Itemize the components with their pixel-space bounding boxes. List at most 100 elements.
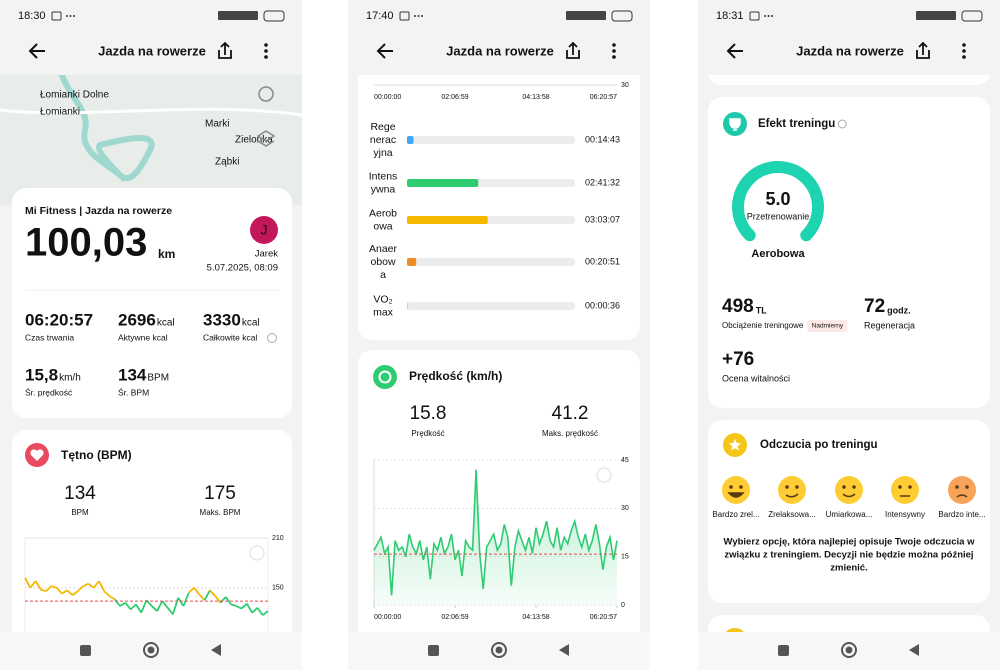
max-label: Maks. BPM	[200, 508, 241, 517]
menu-dot[interactable]	[264, 43, 268, 47]
zone-time: 00:00:36	[585, 300, 620, 310]
layers-button[interactable]	[256, 130, 276, 147]
info-icon[interactable]	[267, 333, 277, 343]
heart-segment	[172, 597, 180, 615]
nav-recent[interactable]	[80, 645, 91, 656]
effect-card	[708, 97, 990, 408]
effect-kind: Aerobowa	[751, 248, 805, 260]
heart-segment	[98, 580, 106, 592]
emoji-face[interactable]	[948, 476, 976, 504]
menu-dot[interactable]	[962, 43, 966, 47]
distance: 100,03	[25, 221, 147, 265]
feeling-option: Zrelaksowa...	[768, 510, 816, 519]
status-dot	[417, 15, 420, 17]
stat-value: 06:20:57	[25, 310, 93, 329]
zone-name: nerac	[370, 134, 396, 146]
heart-segment	[82, 582, 89, 587]
expand-button[interactable]	[596, 467, 612, 483]
avg-value: 15.8	[410, 403, 447, 424]
speed-line	[373, 469, 618, 596]
emoji-face[interactable]	[722, 476, 750, 504]
nav-recent[interactable]	[428, 645, 439, 656]
back-button[interactable]	[726, 43, 743, 59]
heart-segment	[61, 589, 68, 595]
share-button[interactable]	[218, 41, 232, 59]
back-button[interactable]	[376, 43, 393, 59]
vitality-value: +76	[722, 349, 754, 370]
nav-back[interactable]	[559, 644, 569, 656]
back-button[interactable]	[28, 43, 45, 59]
share-button[interactable]	[916, 41, 930, 59]
status-icon	[51, 11, 62, 21]
heart-segment	[188, 587, 195, 594]
recovery-unit: godz.	[887, 305, 911, 315]
nav-home[interactable]	[491, 642, 507, 658]
emoji-eye	[955, 485, 959, 489]
emoji-mouth	[842, 493, 856, 498]
zone-bar	[407, 258, 417, 266]
emoji-eye	[739, 485, 743, 489]
menu-dot[interactable]	[962, 55, 966, 59]
nav-home[interactable]	[841, 642, 857, 658]
heart-segment	[40, 588, 47, 592]
emoji-eye	[785, 485, 789, 489]
x-tick-label: 00:00:00	[374, 94, 401, 101]
heart-segment	[182, 592, 190, 607]
stat-value: 15,8	[25, 365, 58, 384]
menu-dot[interactable]	[612, 49, 616, 53]
zone-track	[407, 136, 575, 144]
heart-segment	[203, 589, 211, 601]
header-title: Jazda na rowerze	[98, 43, 206, 58]
status-dot	[767, 15, 770, 17]
heart-segment	[45, 585, 53, 592]
menu-dot[interactable]	[264, 49, 268, 53]
nav-back[interactable]	[211, 644, 221, 656]
stat-label: Śr. prędkość	[25, 386, 73, 397]
feelings-card	[708, 420, 990, 603]
distance-unit: km	[158, 247, 175, 261]
heart-segment	[240, 602, 248, 610]
stat-unit: kcal	[157, 318, 175, 329]
heart-segment	[103, 590, 111, 597]
emoji-eye	[965, 485, 969, 489]
load-tag-bg	[807, 320, 848, 332]
heart-segment	[151, 605, 158, 612]
status-dot	[771, 15, 773, 17]
status-icon	[749, 11, 760, 21]
score-label: Przetrenowanie	[747, 211, 810, 221]
nav-home[interactable]	[143, 642, 159, 658]
heart-segment	[219, 596, 227, 604]
emoji-eye	[898, 485, 902, 489]
heart-segment	[177, 597, 185, 607]
zone-name: max	[373, 306, 394, 318]
menu-dot[interactable]	[962, 49, 966, 53]
menu-dot[interactable]	[612, 55, 616, 59]
emoji-face[interactable]	[891, 476, 919, 504]
avg-label: Prędkość	[411, 429, 444, 438]
heart-segment	[130, 603, 137, 611]
location-button[interactable]	[258, 86, 274, 102]
emoji-eye	[908, 485, 912, 489]
load-value: 498	[722, 296, 754, 317]
emoji-face[interactable]	[835, 476, 863, 504]
star-glyph	[729, 439, 741, 451]
speed-glyph	[378, 370, 392, 384]
heart-segment	[71, 590, 79, 596]
emoji-eye	[795, 485, 799, 489]
zone-name: Intens	[369, 170, 398, 182]
map-label: Marki	[205, 119, 229, 130]
zone-name: yjna	[373, 147, 392, 159]
emoji-face[interactable]	[778, 476, 806, 504]
header-title: Jazda na rowerze	[446, 43, 554, 58]
info-icon[interactable]	[837, 119, 847, 129]
heart-segment	[230, 603, 237, 607]
nav-recent[interactable]	[778, 645, 789, 656]
expand-button[interactable]	[249, 545, 265, 561]
nav-back[interactable]	[909, 644, 919, 656]
share-button[interactable]	[566, 41, 580, 59]
x-tick-label: 06:20:57	[590, 614, 617, 621]
menu-dot[interactable]	[612, 43, 616, 47]
avg-label: BPM	[71, 508, 89, 517]
max-label: Maks. prędkość	[542, 429, 598, 438]
menu-dot[interactable]	[264, 55, 268, 59]
